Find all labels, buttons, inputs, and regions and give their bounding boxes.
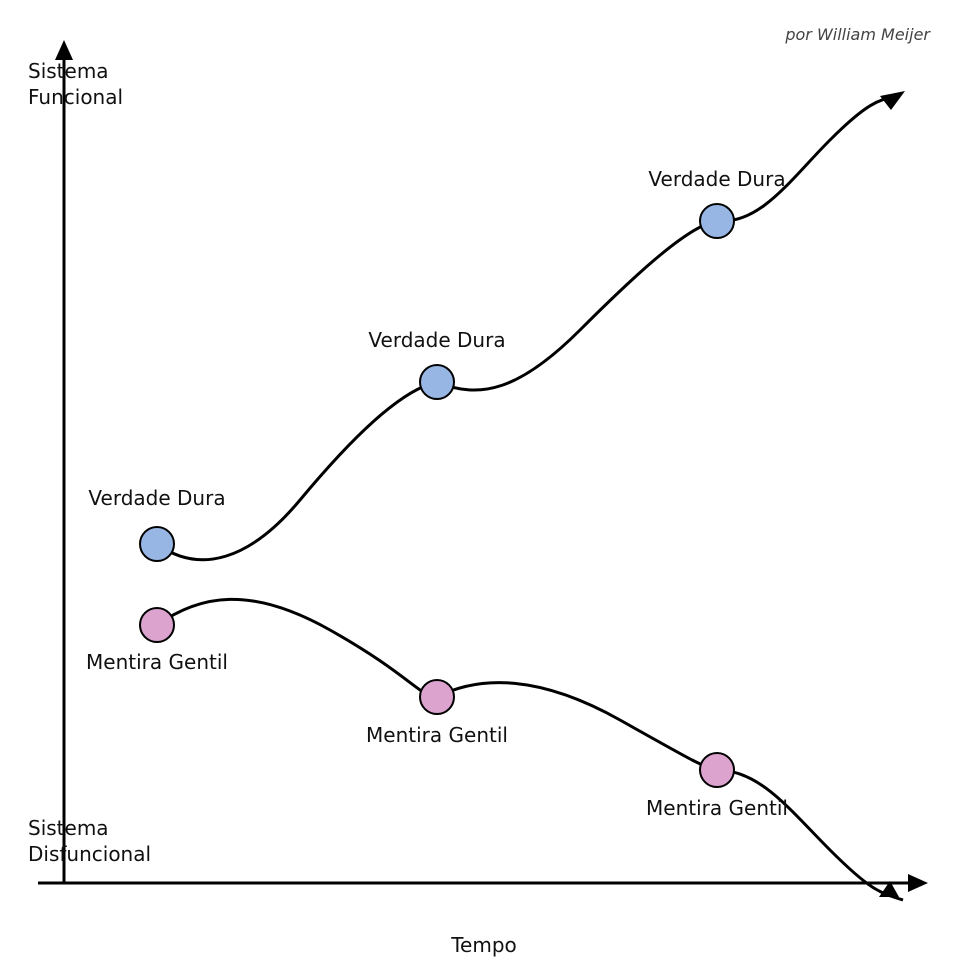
node-label: Verdade Dura (648, 167, 785, 191)
y-axis-bottom-label: Sistema (28, 816, 109, 840)
node-label: Mentira Gentil (646, 796, 788, 820)
lower-arrow (879, 881, 899, 897)
node (699, 752, 735, 788)
node-label: Verdade Dura (88, 486, 225, 510)
node-label: Verdade Dura (368, 328, 505, 352)
y-axis-bottom-label: Disfuncional (28, 842, 151, 866)
attribution: por William Meijer (784, 25, 931, 44)
x-axis-arrow (908, 874, 928, 892)
y-axis-top-label: Funcional (28, 85, 123, 109)
node-label: Mentira Gentil (86, 650, 228, 674)
x-axis-label: Tempo (450, 933, 517, 957)
node (139, 607, 175, 643)
node-label: Mentira Gentil (366, 723, 508, 747)
y-axis-top-label: Sistema (28, 59, 109, 83)
node (419, 679, 455, 715)
y-axis-arrow (55, 40, 73, 60)
upper-arrow (880, 91, 905, 110)
upper-curve (156, 93, 901, 562)
node (139, 526, 175, 562)
lower-curve (156, 597, 904, 902)
node (419, 364, 455, 400)
node (699, 203, 735, 239)
